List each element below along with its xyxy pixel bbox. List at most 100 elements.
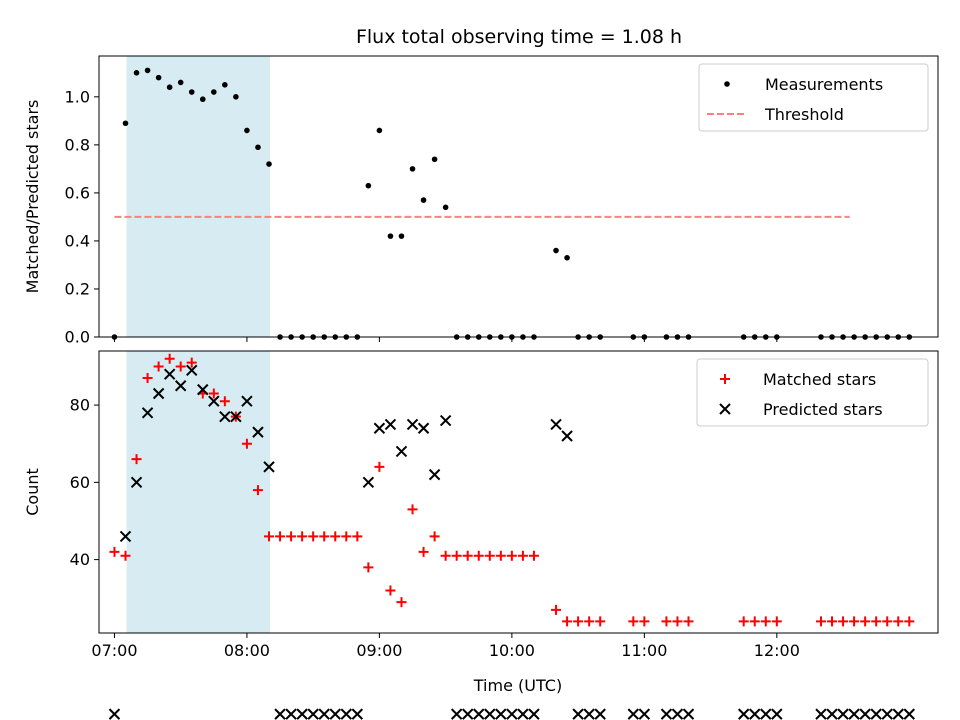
data-point xyxy=(550,418,562,431)
data-point xyxy=(431,156,438,163)
data-point xyxy=(893,616,904,627)
data-point xyxy=(365,182,372,189)
legend-box xyxy=(698,63,929,132)
data-point xyxy=(561,430,573,442)
data-point xyxy=(760,616,771,627)
data-point xyxy=(881,708,893,720)
data-point xyxy=(275,531,286,542)
data-point xyxy=(420,197,427,203)
data-point xyxy=(903,708,916,720)
legend-box xyxy=(696,358,929,427)
data-point xyxy=(628,616,639,627)
data-point xyxy=(506,708,518,720)
data-point xyxy=(892,708,904,720)
data-point xyxy=(141,407,154,419)
data-point xyxy=(352,531,363,542)
data-point xyxy=(849,616,860,627)
data-point xyxy=(387,233,394,239)
y-tick-label: 0.0 xyxy=(65,328,90,347)
data-point xyxy=(904,616,915,627)
data-point xyxy=(473,708,485,720)
data-point xyxy=(749,708,761,720)
data-point xyxy=(760,708,772,720)
x-tick-label: 08:00 xyxy=(224,641,270,660)
legend-label: Measurements xyxy=(765,75,883,94)
data-point xyxy=(406,418,419,431)
data-point xyxy=(329,708,341,720)
data-point xyxy=(749,616,760,627)
data-point xyxy=(595,616,606,627)
data-point xyxy=(175,361,186,372)
legend: Matched stars Predicted stars xyxy=(696,358,929,427)
data-point xyxy=(418,546,429,557)
x-tick-label: 07:00 xyxy=(91,641,137,660)
data-point xyxy=(395,445,408,458)
data-point xyxy=(186,364,198,377)
x-tick-label: 12:00 xyxy=(754,641,800,660)
data-point xyxy=(230,410,242,423)
data-point xyxy=(473,550,484,561)
data-point xyxy=(551,604,562,615)
data-point xyxy=(130,476,143,489)
data-point xyxy=(429,531,440,542)
legend-handle xyxy=(724,81,730,87)
data-point xyxy=(122,120,129,127)
y-tick-label: 80 xyxy=(70,396,90,415)
series-predicted-stars xyxy=(108,364,916,720)
x-tick-label: 11:00 xyxy=(621,641,667,660)
data-point xyxy=(572,708,584,720)
data-point xyxy=(152,387,165,400)
data-point xyxy=(233,94,239,100)
legend-handle xyxy=(720,374,730,384)
x-tick-label: 09:00 xyxy=(356,641,402,660)
data-point xyxy=(318,708,330,720)
data-point xyxy=(553,247,559,254)
data-point xyxy=(286,531,297,542)
data-point xyxy=(153,361,164,372)
data-point xyxy=(319,531,330,542)
data-point xyxy=(264,531,275,542)
data-point xyxy=(385,585,396,596)
data-point xyxy=(144,67,151,74)
data-point xyxy=(848,708,860,720)
data-point xyxy=(495,708,507,720)
data-point xyxy=(340,708,352,720)
top-panel: 0.0 0.2 0.4 0.6 0.8 1.0 Matched/Predicted star… xyxy=(23,55,939,347)
data-point xyxy=(815,708,827,720)
data-point xyxy=(199,96,206,103)
data-point xyxy=(442,204,449,211)
data-point xyxy=(882,616,893,627)
data-point xyxy=(771,708,783,720)
data-point xyxy=(208,388,219,399)
data-point xyxy=(738,616,749,627)
data-point xyxy=(771,616,782,627)
data-point xyxy=(285,708,297,720)
data-point xyxy=(373,422,386,434)
data-point xyxy=(362,476,375,489)
y-tick-label: 60 xyxy=(70,473,90,492)
data-point xyxy=(186,357,197,368)
data-point xyxy=(439,414,452,427)
data-point xyxy=(584,616,595,627)
axes-frame xyxy=(98,55,939,338)
bottom-panel: 07:00 08:00 09:00 10:00 11:00 12:00 40 60 80 Coun… xyxy=(23,350,939,720)
data-point xyxy=(462,550,473,561)
x-tick-label: 10:00 xyxy=(489,641,535,660)
data-point xyxy=(409,166,416,172)
data-point xyxy=(528,708,540,720)
data-point xyxy=(119,530,132,543)
data-point xyxy=(672,616,683,627)
legend-label: Matched stars xyxy=(763,370,876,389)
data-point xyxy=(177,79,184,86)
data-point xyxy=(396,597,407,608)
data-point xyxy=(219,410,231,423)
data-point xyxy=(219,396,230,407)
y-tick-label: 0.8 xyxy=(65,135,90,154)
data-point xyxy=(376,127,383,134)
data-point xyxy=(639,616,650,627)
data-point xyxy=(564,254,570,261)
data-point xyxy=(109,546,120,557)
data-point xyxy=(517,550,528,561)
data-point xyxy=(671,708,684,720)
